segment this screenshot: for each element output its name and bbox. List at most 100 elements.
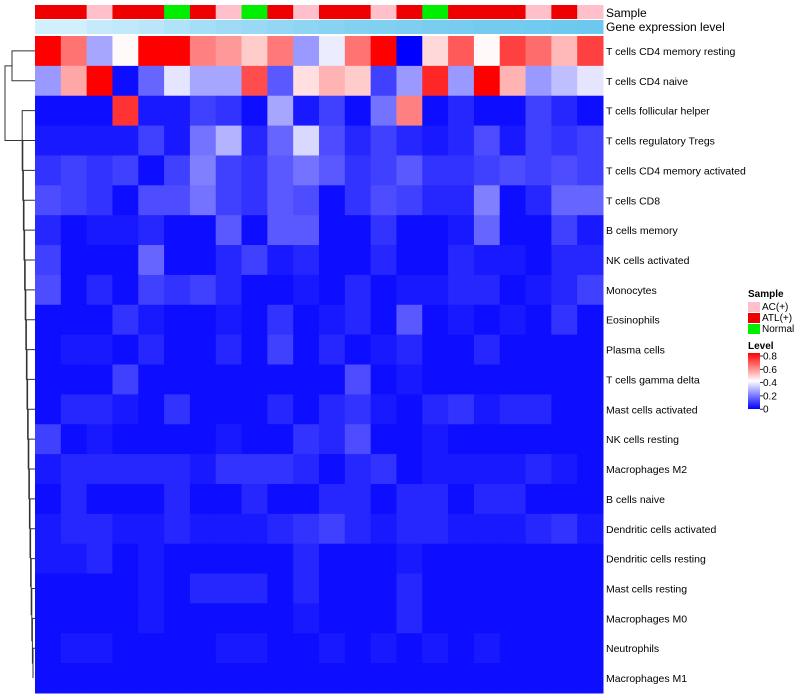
- heatmap-cell: [473, 274, 501, 306]
- heatmap-cell: [267, 573, 294, 604]
- heatmap-cell: [422, 334, 449, 365]
- heatmap-cell: [86, 454, 113, 485]
- heatmap-cell: [164, 573, 191, 604]
- heatmap-cell: [138, 573, 165, 604]
- heatmap-cell: [215, 603, 243, 634]
- heatmap-cell: [215, 513, 243, 545]
- heatmap-cell: [267, 663, 294, 694]
- heatmap-cell: [241, 215, 268, 246]
- heatmap-cell: [344, 245, 372, 276]
- heatmap-cell: [396, 603, 423, 634]
- heatmap-cell: [344, 454, 372, 485]
- heatmap-cell: [344, 573, 372, 604]
- heatmap-cell: [241, 603, 268, 634]
- heatmap-cell: [473, 663, 501, 694]
- heatmap-cell: [189, 304, 217, 336]
- heatmap-cell: [370, 274, 397, 306]
- heatmap-cell: [267, 633, 294, 664]
- heatmap-cell: [241, 304, 268, 336]
- heatmap-cell: [551, 245, 578, 276]
- heatmap-cell: [370, 245, 397, 276]
- heatmap-cell: [267, 394, 294, 425]
- heatmap-cell: [448, 483, 475, 515]
- heatmap-cell: [164, 215, 191, 246]
- heatmap-cell: [267, 215, 294, 246]
- heatmap-cell: [551, 215, 578, 246]
- heatmap-cell: [189, 334, 217, 365]
- heatmap-cell: [164, 633, 191, 664]
- heatmap-cell: [86, 663, 113, 694]
- heatmap-cell: [267, 603, 294, 634]
- heatmap-cell: [138, 603, 165, 634]
- heatmap-cell: [525, 274, 552, 306]
- heatmap-cell: [164, 304, 191, 336]
- heatmap-cell: [525, 304, 552, 336]
- heatmap-cell: [189, 424, 217, 455]
- heatmap-cell: [35, 36, 62, 67]
- heatmap-cell: [422, 185, 449, 216]
- dendrogram-branch: [32, 647, 35, 679]
- heatmap-cell: [138, 364, 165, 395]
- heatmap-cell: [189, 483, 217, 515]
- heatmap-cell: [60, 543, 88, 575]
- heatmap-cell: [86, 424, 113, 455]
- heatmap-cell: [551, 483, 578, 515]
- heatmap-cell: [396, 125, 423, 156]
- heatmap-cell: [370, 633, 397, 664]
- heatmap-cell: [422, 304, 449, 336]
- heatmap-cell: [577, 603, 604, 634]
- heatmap-cell: [473, 215, 501, 246]
- heatmap-cell: [112, 65, 139, 97]
- heatmap-cell: [189, 364, 217, 395]
- heatmap-cell: [499, 513, 527, 545]
- heatmap-cell: [396, 334, 423, 365]
- heatmap-cell: [164, 95, 191, 127]
- heatmap-cell: [499, 394, 527, 425]
- legend: Sample AC(+)ATL(+)Normal Level 0.8 0.6 0.4…: [748, 289, 794, 416]
- heatmap-cell: [164, 155, 191, 186]
- row-label: B cells memory: [606, 225, 679, 237]
- heatmap-cell: [525, 573, 552, 604]
- heatmap-cell: [86, 513, 113, 545]
- heatmap-cell: [164, 663, 191, 694]
- heatmap-cell: [164, 65, 191, 97]
- heatmap-cell: [499, 424, 527, 455]
- heatmap-cell: [138, 454, 165, 485]
- heatmap-cell: [241, 424, 268, 455]
- heatmap-cell: [112, 573, 139, 604]
- sample-annotation-cell: [35, 5, 62, 19]
- heatmap-cell: [267, 454, 294, 485]
- expression-annotation-cell: [35, 20, 62, 34]
- heatmap-cell: [344, 334, 372, 365]
- heatmap-cell: [112, 424, 139, 455]
- heatmap-cell: [525, 364, 552, 395]
- heatmap-cell: [499, 454, 527, 485]
- heatmap-cell: [60, 125, 88, 156]
- heatmap-cell: [293, 274, 320, 306]
- row-label: T cells regulatory Tregs: [606, 136, 715, 148]
- row-label: Plasma cells: [606, 345, 665, 357]
- heatmap-cell: [577, 663, 604, 694]
- heatmap-cell: [525, 454, 552, 485]
- heatmap-cell: [86, 334, 113, 365]
- heatmap-cell: [525, 603, 552, 634]
- heatmap-cell: [319, 573, 346, 604]
- heatmap-cell: [370, 95, 397, 127]
- heatmap-cell: [267, 334, 294, 365]
- sample-annotation-cell: [164, 5, 191, 19]
- heatmap-cell: [319, 245, 346, 276]
- heatmap-cell: [473, 394, 501, 425]
- heatmap-cell: [319, 125, 346, 156]
- heatmap-cell: [319, 483, 346, 515]
- heatmap-cell: [344, 663, 372, 694]
- heatmap-cell: [448, 245, 475, 276]
- heatmap-cell: [370, 394, 397, 425]
- heatmap-cell: [422, 513, 449, 545]
- heatmap-cell: [396, 454, 423, 485]
- heatmap-cell: [164, 513, 191, 545]
- heatmap-cell: [35, 215, 62, 246]
- heatmap-cell: [499, 185, 527, 216]
- heatmap-cell: [189, 185, 217, 216]
- heatmap-cell: [448, 36, 475, 67]
- heatmap-cell: [525, 394, 552, 425]
